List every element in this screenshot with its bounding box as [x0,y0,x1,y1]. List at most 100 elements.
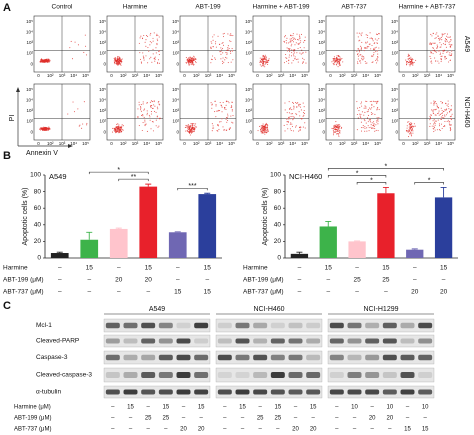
event-dot [228,47,230,50]
event-dot [364,126,366,128]
dose-label: – [223,405,227,411]
event-dot [297,61,299,63]
event-dot [338,126,340,128]
blot-band [194,322,209,329]
event-dot [260,60,262,63]
event-dot [231,101,233,103]
event-dot [284,109,286,111]
event-dot [433,119,435,121]
blot-band [365,372,380,378]
blot-band [382,322,397,329]
event-dot [193,56,195,58]
event-dot [356,113,358,116]
event-dot [360,103,362,105]
event-dot [377,107,379,109]
event-dot [437,50,439,52]
event-dot [69,47,71,49]
event-dot [440,118,442,120]
dose-label: – [370,405,374,411]
event-dot [142,55,144,57]
blot-band [141,372,156,378]
axis-label: PI [9,115,16,122]
event-dot [187,126,189,128]
event-dot [187,125,189,127]
event-dot [360,127,363,129]
event-dot [437,106,440,109]
event-dot [412,64,414,66]
x-tick-label: 10² [266,73,273,78]
event-dot [374,49,376,51]
dose-label: – [182,405,186,411]
event-dot [44,129,46,131]
arrow-head [16,87,20,92]
event-dot [230,40,232,43]
event-dot [263,128,265,130]
event-dot [366,62,368,64]
event-dot [193,130,195,132]
event-dot [263,57,265,60]
event-dot [192,59,194,61]
event-dot [334,128,336,130]
event-dot [449,52,451,54]
event-dot [116,126,118,128]
event-dot [260,130,262,132]
event-dot [449,36,452,38]
event-dot [377,123,379,125]
event-dot [157,40,159,42]
event-dot [369,32,371,34]
event-dot [365,42,367,44]
event-dot [194,126,197,128]
event-dot [298,111,300,113]
event-dot [84,34,86,36]
event-dot [303,114,305,116]
event-dot [293,49,296,51]
event-dot [293,50,295,52]
event-dot [114,132,117,134]
event-dot [305,51,307,53]
dose-label: – [442,277,446,284]
blot-band [217,389,232,395]
event-dot [372,100,375,102]
event-dot [406,60,408,63]
event-dot [189,62,191,64]
event-dot [411,129,413,132]
event-dot [150,100,153,102]
event-dot [366,100,368,103]
event-dot [299,115,301,117]
event-dot [451,44,453,46]
event-dot [290,41,292,43]
event-dot [433,100,435,102]
event-dot [154,60,156,62]
event-dot [434,124,436,126]
event-dot [292,41,294,43]
event-dot [290,38,293,40]
event-dot [211,42,213,44]
event-dot [119,132,121,134]
event-dot [290,45,292,47]
event-dot [114,128,116,130]
event-dot [195,61,197,64]
event-dot [430,51,432,53]
event-dot [338,63,340,65]
event-dot [434,57,436,59]
dose-label: 10 [386,405,393,411]
event-dot [187,60,189,62]
event-dot [368,107,371,109]
event-dot [293,38,295,40]
event-dot [121,58,123,60]
event-dot [152,130,154,132]
event-dot [340,127,342,129]
event-dot [339,58,341,60]
blot-band [158,372,173,378]
event-dot [332,129,334,131]
event-dot [229,50,231,52]
event-dot [435,120,437,122]
event-dot [41,61,44,63]
event-dot [257,130,259,132]
event-dot [188,128,190,130]
event-dot [215,46,217,48]
event-dot [378,32,380,35]
event-dot [292,102,295,104]
event-dot [409,128,411,130]
